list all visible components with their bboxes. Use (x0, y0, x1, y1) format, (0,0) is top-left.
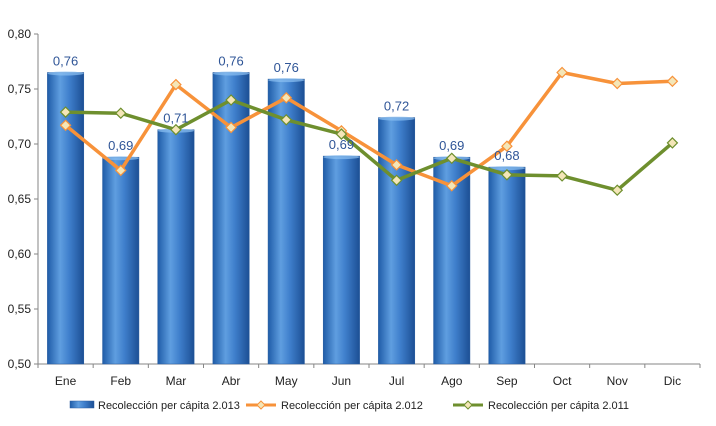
series-point (170, 78, 182, 91)
bar (488, 166, 526, 365)
legend-swatch-marker (256, 400, 266, 410)
series-point (114, 107, 127, 120)
bar-top-highlight (47, 71, 84, 76)
legend-swatch-bar (69, 400, 95, 409)
series-line (63, 70, 675, 188)
x-tick-label: Feb (110, 374, 131, 388)
series-point (390, 174, 403, 187)
series-point (59, 119, 72, 132)
data-label: 0,69 (108, 138, 133, 153)
series-point (59, 106, 72, 118)
data-label: 0,69 (439, 138, 464, 153)
series-point (170, 123, 182, 136)
legend-swatch-marker (463, 400, 473, 410)
series-point (666, 75, 679, 88)
y-tick-label: 0,70 (8, 137, 32, 151)
x-tick-label: Abr (222, 374, 241, 388)
bar (322, 155, 360, 365)
bar-top-highlight (323, 155, 360, 160)
series-point (501, 140, 513, 153)
legend-label: Recolección per cápita 2.013 (98, 400, 240, 412)
series-point (390, 159, 403, 171)
legend-label: Recolección per cápita 2.011 (488, 400, 629, 412)
y-tick-label: 0,75 (8, 82, 32, 96)
bar (157, 129, 195, 365)
series-point (225, 121, 237, 134)
legend-label: Recolección per cápita 2.012 (281, 400, 423, 412)
bar-top-highlight (488, 166, 526, 171)
bar-top-highlight (212, 71, 250, 76)
series-point (501, 168, 513, 181)
y-tick-label: 0,50 (8, 357, 32, 371)
x-tick-label: May (275, 374, 298, 388)
series-point (335, 128, 348, 140)
labels-group: 0,76 0,69 0,71 0,76 0,76 0,69 0,72 0,69 0,68 (53, 54, 520, 164)
bars-group (47, 71, 526, 365)
data-label: 0,76 (218, 54, 243, 69)
x-tick-label: Ene (55, 374, 77, 388)
series-line (63, 98, 675, 192)
series-point (114, 164, 127, 177)
bar (267, 78, 305, 365)
series-point (280, 91, 293, 104)
series-point (611, 184, 624, 197)
series-point (556, 66, 568, 79)
data-label: 0,71 (163, 111, 188, 126)
data-label: 0,76 (53, 54, 78, 69)
x-tick-label: Dic (664, 374, 681, 388)
y-tick-label: 0,80 (8, 27, 32, 41)
data-label: 0,72 (384, 99, 409, 114)
bar (378, 117, 416, 365)
series-point (666, 137, 679, 149)
legend: Recolección per cápita 2.013 Recolección … (69, 400, 629, 412)
bar (433, 156, 471, 365)
data-label: 0,69 (329, 137, 354, 152)
axes-group: 0,50 0,55 0,60 0,65 0,70 0,75 0,80 Ene Feb Mar Abr… (8, 27, 701, 388)
y-tick-label: 0,55 (8, 302, 32, 316)
data-label: 0,68 (494, 148, 519, 163)
x-tick-label: Sep (496, 374, 518, 388)
x-tick-label: Jun (332, 374, 351, 388)
bar-top-highlight (268, 78, 305, 83)
bar-top-highlight (378, 116, 415, 121)
lines-group (59, 66, 679, 197)
x-tick-label: Jul (389, 374, 404, 388)
y-tick-label: 0,65 (8, 192, 32, 206)
x-tick-label: Mar (166, 374, 187, 388)
series-point (611, 77, 624, 90)
x-tick-label: Ago (441, 374, 463, 388)
bar (102, 156, 140, 365)
x-tick-label: Nov (607, 374, 628, 388)
x-tick-label: Oct (553, 374, 572, 388)
data-label: 0,76 (274, 60, 299, 75)
series-point (556, 170, 568, 182)
y-tick-label: 0,60 (8, 247, 32, 261)
series-point (225, 94, 237, 106)
series-point (280, 113, 293, 126)
series-point (445, 179, 458, 192)
series-point (445, 152, 458, 165)
